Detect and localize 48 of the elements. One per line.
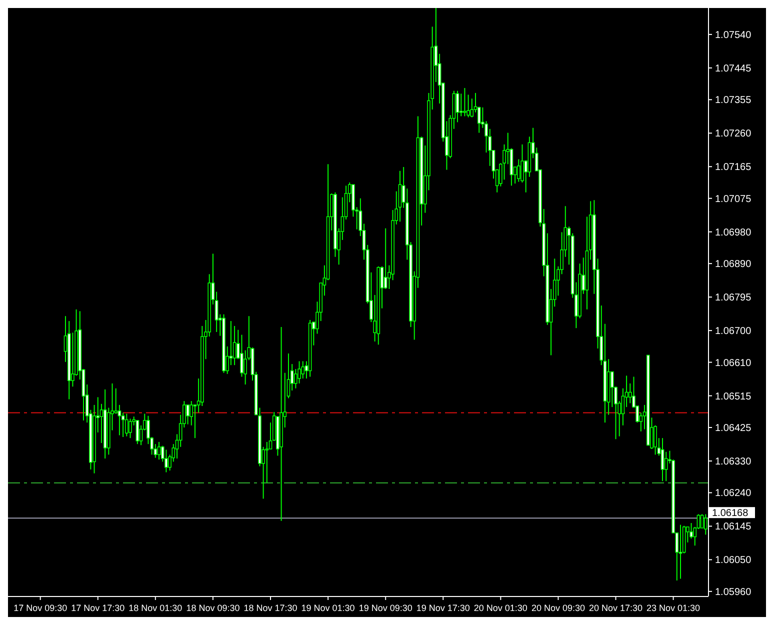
candlestick (232, 325, 236, 366)
y-tick-label: 1.06330 (715, 456, 752, 468)
y-tick-label: 1.06980 (715, 227, 752, 238)
x-tick-label: 20 Nov 01:30 (474, 603, 528, 613)
y-tick-label: 1.06795 (715, 292, 752, 304)
candlestick (384, 228, 388, 290)
x-tick-label: 18 Nov 09:30 (186, 603, 240, 613)
candlestick (660, 438, 664, 482)
candlestick (664, 451, 668, 482)
y-tick-label: 1.06145 (715, 522, 752, 533)
y-tick-label: 1.07165 (715, 162, 752, 174)
candlestick (690, 522, 693, 540)
y-tick-label: 1.06890 (715, 259, 752, 270)
y-tick-label: 1.07075 (715, 194, 752, 205)
candlestick (124, 413, 128, 437)
y-tick-label: 1.06240 (715, 488, 752, 500)
candlestick (157, 441, 161, 460)
x-tick-label: 17 Nov 17:30 (71, 603, 125, 613)
candlestick (136, 420, 140, 445)
x-tick-label: 17 Nov 09:30 (14, 603, 68, 613)
y-tick-label: 1.06050 (715, 555, 752, 566)
y-tick-label: 1.06610 (715, 358, 752, 369)
y-tick-label: 1.06425 (715, 422, 752, 434)
ref-line-label: 1.06168 (712, 508, 749, 520)
y-tick-label: 1.05960 (715, 586, 752, 598)
candlestick (114, 388, 118, 414)
y-tick-label: 1.07445 (715, 63, 752, 74)
candlestick (186, 404, 190, 425)
x-tick-label: 20 Nov 17:30 (588, 603, 643, 613)
candlestick (398, 170, 402, 222)
candlestick (516, 158, 520, 182)
x-tick-label: 19 Nov 01:30 (301, 603, 355, 613)
candlestick (463, 88, 466, 117)
x-tick-label: 18 Nov 01:30 (128, 603, 182, 613)
x-tick-label: 23 Nov 01:30 (646, 603, 700, 613)
y-tick-label: 1.06700 (715, 326, 752, 338)
x-tick-label: 19 Nov 17:30 (416, 603, 470, 613)
x-tick-label: 20 Nov 09:30 (531, 603, 585, 613)
candlestick (459, 93, 463, 117)
candlestick (128, 418, 132, 439)
y-tick-label: 1.07260 (715, 128, 752, 140)
y-tick-label: 1.06515 (715, 391, 752, 402)
candlestick (164, 449, 168, 473)
y-tick-label: 1.07540 (715, 30, 752, 41)
x-tick-label: 19 Nov 09:30 (358, 603, 412, 613)
y-tick-label: 1.07355 (715, 95, 752, 106)
x-tick-label: 18 Nov 17:30 (244, 603, 298, 613)
candlestick (704, 514, 708, 536)
